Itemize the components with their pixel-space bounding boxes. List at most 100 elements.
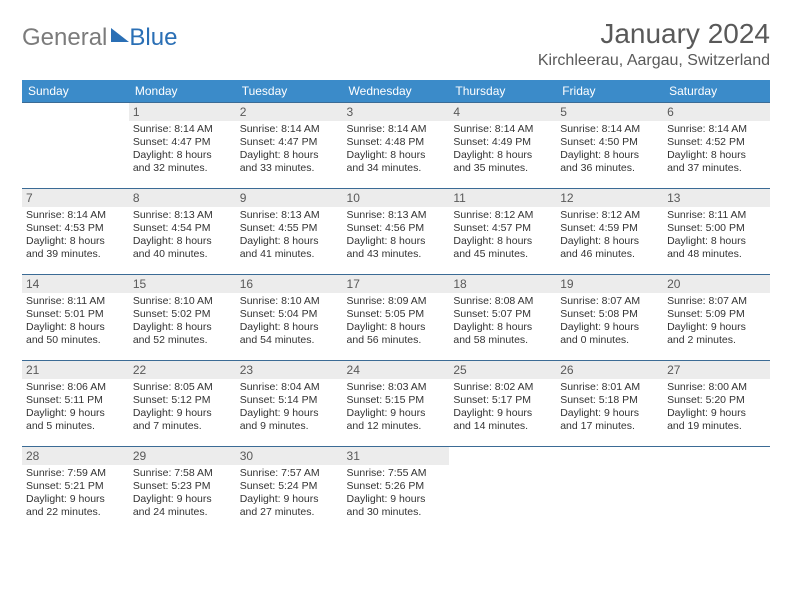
calendar-cell: 9Sunrise: 8:13 AMSunset: 4:55 PMDaylight… — [236, 189, 343, 275]
calendar-cell: 27Sunrise: 8:00 AMSunset: 5:20 PMDayligh… — [663, 361, 770, 447]
day-line: Daylight: 9 hours — [560, 407, 659, 420]
day-line: and 9 minutes. — [240, 420, 339, 433]
day-line: Daylight: 9 hours — [26, 407, 125, 420]
day-body: Sunrise: 8:02 AMSunset: 5:17 PMDaylight:… — [449, 379, 556, 438]
day-line: Sunrise: 7:58 AM — [133, 467, 232, 480]
calendar-cell: 29Sunrise: 7:58 AMSunset: 5:23 PMDayligh… — [129, 447, 236, 533]
calendar-cell: 13Sunrise: 8:11 AMSunset: 5:00 PMDayligh… — [663, 189, 770, 275]
calendar-cell: 5Sunrise: 8:14 AMSunset: 4:50 PMDaylight… — [556, 103, 663, 189]
day-line: Sunrise: 7:59 AM — [26, 467, 125, 480]
day-line: Sunset: 5:12 PM — [133, 394, 232, 407]
day-line: Sunset: 5:08 PM — [560, 308, 659, 321]
day-line: Sunrise: 8:12 AM — [453, 209, 552, 222]
day-line: Sunset: 5:09 PM — [667, 308, 766, 321]
day-line: Daylight: 8 hours — [26, 235, 125, 248]
day-header: Tuesday — [236, 80, 343, 103]
calendar-cell: 10Sunrise: 8:13 AMSunset: 4:56 PMDayligh… — [343, 189, 450, 275]
day-number: 27 — [663, 361, 770, 379]
day-number: 9 — [236, 189, 343, 207]
day-line: Sunset: 5:01 PM — [26, 308, 125, 321]
day-line: Daylight: 9 hours — [667, 407, 766, 420]
calendar-cell: 16Sunrise: 8:10 AMSunset: 5:04 PMDayligh… — [236, 275, 343, 361]
day-line: Daylight: 9 hours — [26, 493, 125, 506]
title-block: January 2024 Kirchleerau, Aargau, Switze… — [538, 18, 770, 70]
calendar-cell: 12Sunrise: 8:12 AMSunset: 4:59 PMDayligh… — [556, 189, 663, 275]
day-line: and 58 minutes. — [453, 334, 552, 347]
day-line: Sunrise: 8:11 AM — [26, 295, 125, 308]
day-line: and 33 minutes. — [240, 162, 339, 175]
day-number: 1 — [129, 103, 236, 121]
page-title: January 2024 — [538, 18, 770, 50]
day-line: Sunrise: 8:09 AM — [347, 295, 446, 308]
calendar-cell: 26Sunrise: 8:01 AMSunset: 5:18 PMDayligh… — [556, 361, 663, 447]
day-line: Sunset: 5:15 PM — [347, 394, 446, 407]
day-body: Sunrise: 8:14 AMSunset: 4:47 PMDaylight:… — [129, 121, 236, 180]
day-number: 7 — [22, 189, 129, 207]
day-body: Sunrise: 7:55 AMSunset: 5:26 PMDaylight:… — [343, 465, 450, 524]
day-body: Sunrise: 8:03 AMSunset: 5:15 PMDaylight:… — [343, 379, 450, 438]
day-line: Sunrise: 8:14 AM — [453, 123, 552, 136]
day-body: Sunrise: 8:00 AMSunset: 5:20 PMDaylight:… — [663, 379, 770, 438]
calendar-week: 21Sunrise: 8:06 AMSunset: 5:11 PMDayligh… — [22, 361, 770, 447]
day-line: and 14 minutes. — [453, 420, 552, 433]
day-line: Sunset: 5:23 PM — [133, 480, 232, 493]
day-line: Sunrise: 8:14 AM — [667, 123, 766, 136]
day-number: 18 — [449, 275, 556, 293]
day-line: Sunset: 4:55 PM — [240, 222, 339, 235]
day-line: Sunrise: 8:02 AM — [453, 381, 552, 394]
day-line: Daylight: 8 hours — [347, 235, 446, 248]
day-body: Sunrise: 8:14 AMSunset: 4:52 PMDaylight:… — [663, 121, 770, 180]
day-number: 28 — [22, 447, 129, 465]
day-line: and 54 minutes. — [240, 334, 339, 347]
day-line: Sunrise: 8:14 AM — [133, 123, 232, 136]
day-line: Daylight: 9 hours — [453, 407, 552, 420]
day-line: Sunset: 4:49 PM — [453, 136, 552, 149]
day-line: Sunset: 4:48 PM — [347, 136, 446, 149]
day-line: Sunset: 5:18 PM — [560, 394, 659, 407]
calendar-table: Sunday Monday Tuesday Wednesday Thursday… — [22, 80, 770, 533]
day-line: Daylight: 9 hours — [347, 493, 446, 506]
day-number: 3 — [343, 103, 450, 121]
day-line: Sunset: 4:52 PM — [667, 136, 766, 149]
calendar-week: 7Sunrise: 8:14 AMSunset: 4:53 PMDaylight… — [22, 189, 770, 275]
day-number: 14 — [22, 275, 129, 293]
day-number: 13 — [663, 189, 770, 207]
day-line: Sunrise: 8:14 AM — [347, 123, 446, 136]
day-body: Sunrise: 8:12 AMSunset: 4:59 PMDaylight:… — [556, 207, 663, 266]
calendar-cell: 6Sunrise: 8:14 AMSunset: 4:52 PMDaylight… — [663, 103, 770, 189]
day-header: Friday — [556, 80, 663, 103]
day-line: Daylight: 8 hours — [453, 149, 552, 162]
day-line: and 37 minutes. — [667, 162, 766, 175]
day-line: Sunrise: 8:14 AM — [240, 123, 339, 136]
calendar-cell: 3Sunrise: 8:14 AMSunset: 4:48 PMDaylight… — [343, 103, 450, 189]
day-line: and 48 minutes. — [667, 248, 766, 261]
day-line: Sunrise: 8:14 AM — [26, 209, 125, 222]
day-line: Daylight: 8 hours — [453, 235, 552, 248]
day-number: 16 — [236, 275, 343, 293]
day-number: 15 — [129, 275, 236, 293]
day-line: Sunset: 4:57 PM — [453, 222, 552, 235]
day-line: Sunrise: 8:03 AM — [347, 381, 446, 394]
brand-logo: General Blue — [22, 24, 177, 52]
calendar-cell: 21Sunrise: 8:06 AMSunset: 5:11 PMDayligh… — [22, 361, 129, 447]
day-body: Sunrise: 8:13 AMSunset: 4:55 PMDaylight:… — [236, 207, 343, 266]
day-body: Sunrise: 8:04 AMSunset: 5:14 PMDaylight:… — [236, 379, 343, 438]
day-body: Sunrise: 8:10 AMSunset: 5:02 PMDaylight:… — [129, 293, 236, 352]
day-line: Sunset: 4:56 PM — [347, 222, 446, 235]
day-line: and 46 minutes. — [560, 248, 659, 261]
day-line: Sunrise: 8:00 AM — [667, 381, 766, 394]
day-line: Sunset: 5:26 PM — [347, 480, 446, 493]
day-number: 2 — [236, 103, 343, 121]
day-number: 19 — [556, 275, 663, 293]
day-line: and 7 minutes. — [133, 420, 232, 433]
day-line: Sunset: 5:21 PM — [26, 480, 125, 493]
day-number: 25 — [449, 361, 556, 379]
calendar-week: 28Sunrise: 7:59 AMSunset: 5:21 PMDayligh… — [22, 447, 770, 533]
day-number: 22 — [129, 361, 236, 379]
location-subtitle: Kirchleerau, Aargau, Switzerland — [538, 52, 770, 70]
day-line: Sunrise: 8:11 AM — [667, 209, 766, 222]
day-line: Daylight: 8 hours — [667, 149, 766, 162]
day-body: Sunrise: 8:06 AMSunset: 5:11 PMDaylight:… — [22, 379, 129, 438]
calendar-week: 1Sunrise: 8:14 AMSunset: 4:47 PMDaylight… — [22, 103, 770, 189]
day-number: 23 — [236, 361, 343, 379]
